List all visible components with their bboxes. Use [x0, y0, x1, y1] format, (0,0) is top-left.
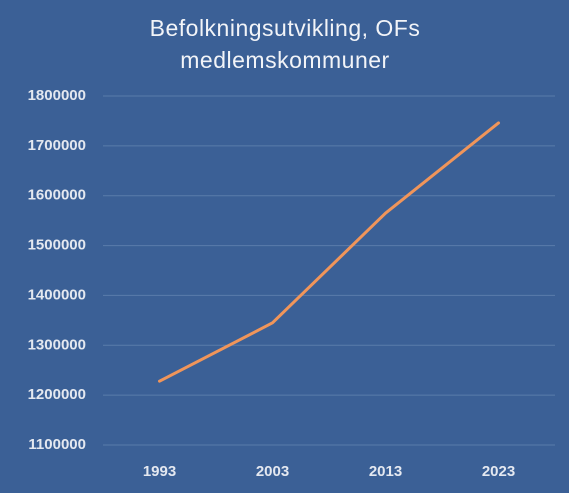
y-tick-label: 1400000 [28, 286, 86, 303]
line-series [158, 121, 500, 383]
y-tick-label: 1100000 [28, 436, 86, 453]
chart-title: Befolkningsutvikling, OFs medlemskommune… [149, 15, 421, 73]
x-tick-label: 2003 [256, 463, 289, 480]
x-tick-label: 2023 [482, 463, 515, 480]
x-tick-label: 1993 [143, 463, 176, 480]
y-tick-label: 1500000 [28, 237, 86, 254]
y-tick-label: 1600000 [28, 187, 86, 204]
y-tick-label: 1200000 [28, 386, 86, 403]
x-tick-label: 2013 [369, 463, 402, 480]
y-tick-label: 1800000 [28, 87, 86, 104]
y-tick-label: 1300000 [28, 336, 86, 353]
y-tick-label: 1700000 [28, 137, 86, 154]
